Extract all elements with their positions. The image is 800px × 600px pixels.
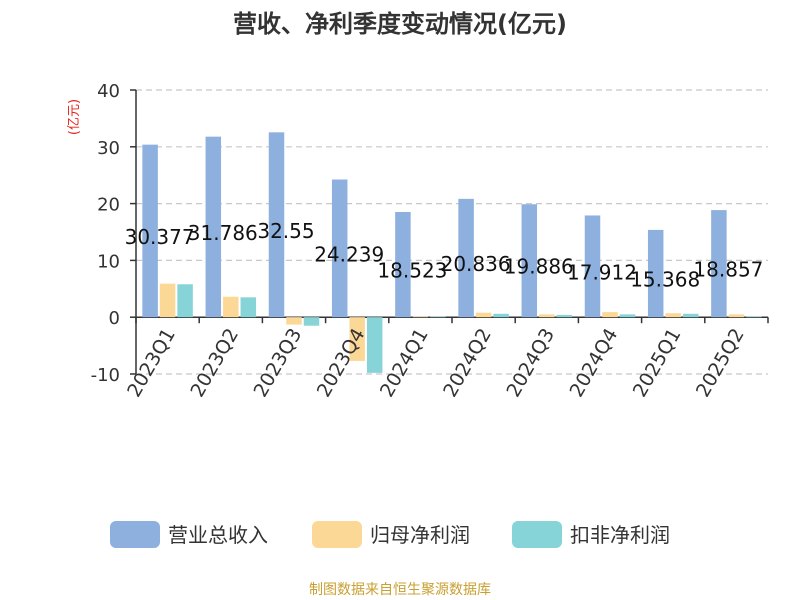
bar-revenue [711, 210, 727, 318]
bar-deducted-net-profit [240, 297, 257, 318]
y-tick-label: 30 [97, 138, 120, 159]
y-axis-unit: (亿元) [67, 99, 82, 135]
y-tick-label: 40 [97, 81, 120, 102]
bar-deducted-net-profit [177, 284, 193, 318]
data-label: 15.368 [630, 268, 700, 292]
bar-deducted-net-profit [746, 316, 762, 318]
x-tick-label: 2024Q3 [502, 325, 559, 401]
legend-swatch [512, 521, 562, 548]
data-label: 32.55 [257, 219, 314, 243]
x-tick-labels: 2023Q1 2023Q2 2023Q3 2023Q4 2024Q1 2024Q2 2024… [123, 325, 749, 401]
x-tick-label: 2023Q4 [313, 325, 370, 401]
bars [142, 132, 762, 373]
bar-deducted-net-profit [366, 317, 383, 373]
bar-deducted-net-profit [430, 316, 446, 318]
bar-net-profit [223, 296, 239, 318]
x-tick-label: 2024Q4 [566, 325, 623, 401]
y-tick-label: 20 [97, 195, 120, 216]
bar-deducted-net-profit [556, 314, 573, 318]
legend: 营业总收入 归母净利润 扣非净利润 [110, 521, 670, 548]
x-tick-label: 2023Q1 [123, 325, 180, 401]
legend-swatch [312, 521, 362, 548]
bar-net-profit [602, 312, 618, 318]
bar-net-profit [286, 317, 302, 325]
data-label: 17.912 [567, 260, 637, 284]
bar-net-profit [159, 283, 176, 318]
data-label: 18.523 [377, 259, 447, 283]
x-tick-label: 2024Q2 [439, 325, 496, 401]
legend-label: 扣非净利润 [570, 523, 670, 547]
data-label: 30.377 [125, 225, 195, 249]
y-tick-label: 10 [97, 251, 120, 272]
source-note: 制图数据来自恒生聚源数据库 [309, 582, 491, 598]
bar-deducted-net-profit [493, 313, 509, 318]
legend-swatch [110, 521, 160, 548]
bar-net-profit [728, 314, 745, 318]
x-tick-label: 2025Q2 [692, 325, 749, 401]
bar-revenue [584, 215, 601, 318]
bar-revenue [458, 198, 474, 318]
bar-revenue [142, 144, 158, 318]
bar-revenue [268, 132, 285, 318]
y-tick-labels: 40 30 20 10 0 -10 [91, 81, 120, 386]
chart-title: 营收、净利季度变动情况(亿元) [233, 10, 567, 38]
bar-deducted-net-profit [682, 313, 699, 318]
bar-net-profit [475, 312, 492, 318]
bar-net-profit [539, 314, 555, 318]
y-tick-label: -10 [91, 365, 120, 386]
bar-revenue [647, 229, 664, 318]
bar-revenue [205, 136, 222, 318]
bar-deducted-net-profit [619, 314, 636, 318]
data-label: 19.886 [504, 255, 574, 279]
x-tick-label: 2023Q2 [186, 325, 243, 401]
legend-label: 营业总收入 [168, 523, 268, 547]
data-label: 24.239 [314, 242, 384, 266]
y-tick-label: 0 [109, 308, 120, 329]
data-label: 31.786 [188, 221, 258, 245]
data-label: 18.857 [693, 258, 763, 282]
bar-revenue [395, 211, 411, 318]
bar-net-profit [349, 317, 365, 361]
legend-label: 归母净利润 [370, 523, 470, 547]
bar-revenue [521, 204, 538, 318]
bar-net-profit [412, 316, 429, 318]
data-label: 20.836 [441, 252, 511, 276]
x-tick-label: 2024Q1 [376, 325, 433, 401]
x-tick-label: 2025Q1 [629, 325, 686, 401]
x-tick-label: 2023Q3 [250, 325, 307, 401]
bar-net-profit [665, 313, 681, 318]
bar-deducted-net-profit [303, 317, 320, 326]
bar-revenue [331, 179, 348, 318]
grid-lines [136, 89, 768, 375]
